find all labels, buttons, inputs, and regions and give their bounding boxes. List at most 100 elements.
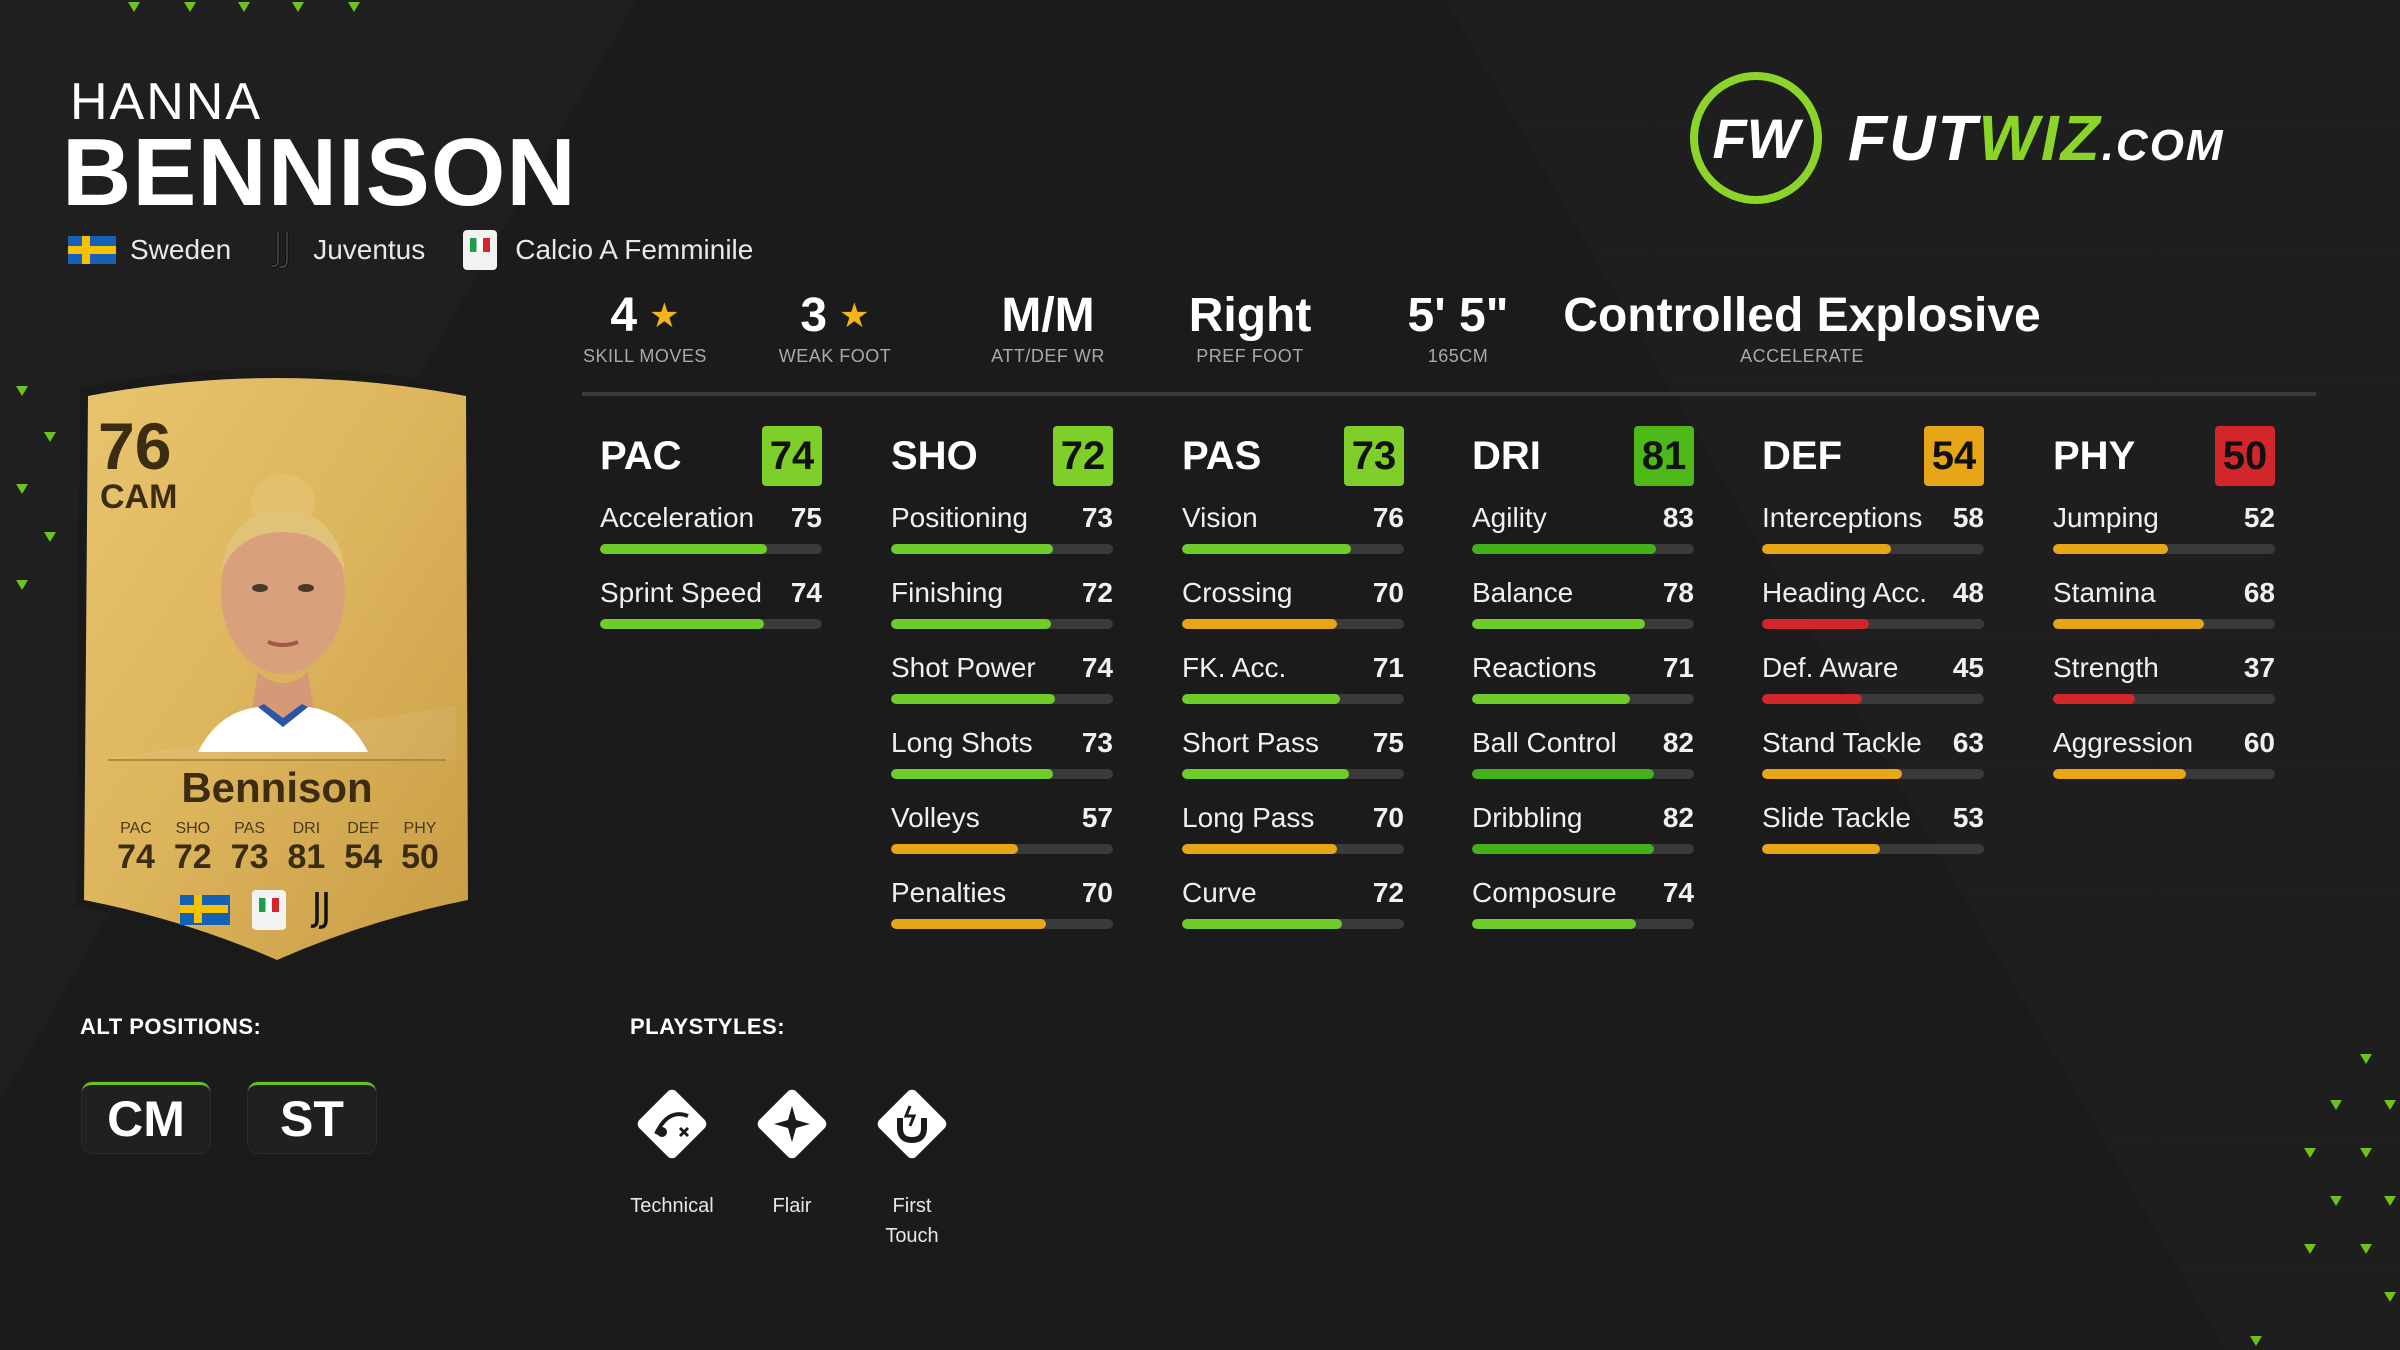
alt-position-st[interactable]: ST (248, 1082, 376, 1153)
card-stat: DEF 54 (335, 820, 391, 877)
card-stat: DRI 81 (278, 820, 334, 877)
stat-column-dri: DRI 81 Agility 83 Balance 78 Reactions 71 Ball C… (1472, 424, 1694, 938)
stat-row: Sprint Speed 74 (600, 577, 822, 638)
pref-foot-value: Right (1188, 289, 1312, 342)
stat-row: Heading Acc. 48 (1762, 577, 1984, 638)
stat-category-name: PAS (1182, 433, 1262, 478)
futwiz-fw-icon: FW (1690, 72, 1822, 204)
stat-row: Reactions 71 (1472, 652, 1694, 713)
card-stat-value: 74 (117, 838, 155, 876)
skill-moves-value: 4 (610, 289, 638, 342)
player-first-name: HANNA (70, 73, 263, 131)
card-rating: 76 (98, 409, 172, 483)
playstyle-flair[interactable]: Flair (732, 1084, 852, 1221)
stat-bar (1762, 619, 1984, 629)
card-stat: PAC 74 (108, 820, 164, 877)
stat-bar-fill (1762, 544, 1891, 554)
height-label: 165CM (1427, 346, 1489, 366)
info-weak-foot: 3 ★ WEAK FOOT (770, 288, 900, 367)
stat-bar (1182, 844, 1404, 854)
stat-row: Vision 76 (1182, 502, 1404, 563)
stat-bar-fill (1472, 544, 1657, 554)
stat-bar-fill (2053, 694, 2136, 704)
weak-foot-label: WEAK FOOT (778, 346, 892, 366)
stat-label: Slide Tackle (1762, 802, 1911, 833)
stat-value: 70 (1372, 802, 1404, 833)
stat-value: 52 (2243, 502, 2275, 533)
stat-label: Short Pass (1182, 727, 1319, 758)
logo-wiz: WIZ (1978, 102, 2102, 174)
stat-label: Balance (1472, 577, 1574, 608)
futwiz-logo[interactable]: FW FUTWIZ.COM (1690, 72, 2225, 204)
stat-column-phy: PHY 50 Jumping 52 Stamina 68 Strength 37 Aggress… (2053, 424, 2275, 788)
stat-label: Interceptions (1762, 502, 1923, 533)
stat-row: Dribbling 82 (1472, 802, 1694, 863)
card-stat-value: 72 (173, 838, 212, 876)
stat-value: 74 (1662, 877, 1694, 908)
stat-label: Stamina (2053, 577, 2156, 608)
stat-label: Heading Acc. (1762, 577, 1927, 608)
stat-value: 72 (1372, 877, 1404, 908)
card-stat: PHY 50 (392, 820, 448, 877)
nation-link[interactable]: Sweden (68, 234, 231, 266)
card-player-name: Bennison (181, 764, 373, 811)
stat-bar-fill (600, 544, 767, 554)
skill-moves-label: SKILL MOVES (583, 346, 707, 366)
stat-value: 63 (1952, 727, 1984, 758)
stat-bar-fill (891, 544, 1054, 554)
stat-row: Stand Tackle 63 (1762, 727, 1984, 788)
stat-bar-fill (1182, 619, 1338, 629)
card-stat-value: 54 (344, 838, 383, 876)
club-link[interactable]: Juventus (269, 230, 425, 270)
stat-bar-fill (2053, 544, 2169, 554)
league-name: Calcio A Femminile (515, 234, 754, 265)
stat-label: Agility (1472, 502, 1547, 533)
player-card[interactable]: 76 CAM Bennison PAC 74 SHO 72 PAS 73 DRI 81 … (68, 366, 486, 970)
juventus-crest-icon (310, 892, 328, 929)
stat-label: Volleys (891, 802, 980, 833)
stat-label: Shot Power (891, 652, 1036, 683)
stat-value: 71 (1662, 652, 1694, 683)
info-pref-foot: Right PREF FOOT (1170, 288, 1330, 367)
stat-value: 70 (1081, 877, 1113, 908)
playstyle-first-touch[interactable]: First Touch (852, 1084, 972, 1251)
stat-value: 48 (1952, 577, 1984, 608)
alt-position-cm[interactable]: CM (82, 1082, 210, 1153)
card-stat-value: 81 (287, 838, 326, 876)
league-link[interactable]: Calcio A Femminile (463, 230, 753, 270)
stat-value: 72 (1081, 577, 1113, 608)
playstyle-label: First Touch (885, 1195, 939, 1247)
card-stat-value: 50 (401, 838, 439, 876)
stat-header: DEF 54 (1762, 424, 1984, 488)
logo-domain: .COM (2101, 121, 2225, 170)
stat-value: 78 (1662, 577, 1694, 608)
stat-category-badge: 72 (1053, 426, 1113, 486)
stat-label: FK. Acc. (1182, 652, 1287, 683)
accelerate-label: ACCELERATE (1740, 346, 1864, 366)
stat-bar-fill (1182, 694, 1340, 704)
stat-value: 57 (1081, 802, 1113, 833)
stat-value: 60 (2243, 727, 2275, 758)
playstyle-technical[interactable]: Technical (612, 1084, 732, 1221)
juventus-crest-icon (271, 232, 289, 269)
stat-value: 74 (1081, 652, 1113, 683)
stat-category-badge: 74 (762, 426, 822, 486)
stat-label: Dribbling (1472, 802, 1583, 833)
stat-category-name: SHO (891, 433, 978, 478)
stat-bar (2053, 694, 2275, 704)
stat-row: Def. Aware 45 (1762, 652, 1984, 713)
stat-bar (1762, 694, 1984, 704)
card-stat: SHO 72 (165, 820, 221, 877)
league-icon (252, 890, 286, 930)
stat-bar-fill (1472, 694, 1630, 704)
stat-bar (2053, 544, 2275, 554)
player-last-name: BENNISON (62, 119, 577, 226)
stat-row: Positioning 73 (891, 502, 1113, 563)
card-stat-label: DRI (292, 820, 321, 837)
stat-value: 58 (1952, 502, 1984, 533)
stat-label: Long Shots (891, 727, 1033, 758)
stat-row: Agility 83 (1472, 502, 1694, 563)
stat-label: Positioning (891, 502, 1028, 533)
stat-row: Crossing 70 (1182, 577, 1404, 638)
star-icon: ★ (649, 297, 680, 335)
